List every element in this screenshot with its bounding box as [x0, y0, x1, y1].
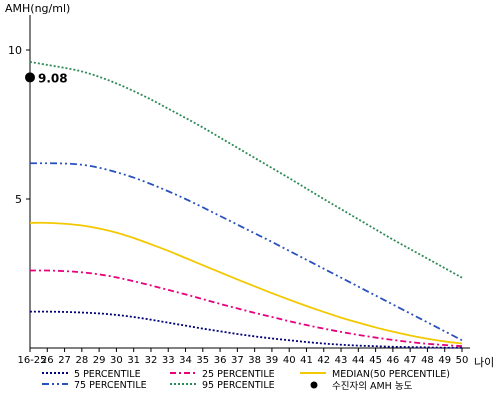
y-ticks: 5 10	[8, 44, 30, 206]
legend-label: 5 PERCENTILE	[74, 369, 141, 380]
legend: 5 PERCENTILE 25 PERCENTILE MEDIAN(50 PERCE…	[42, 369, 450, 392]
patient-amh-value-label: 9.08	[38, 71, 68, 85]
legend-marker-swatch	[310, 381, 318, 389]
chart-axes	[29, 15, 470, 349]
series-line-5-percentile	[29, 310, 463, 349]
series-line-25-percentile	[29, 269, 463, 348]
legend-label: MEDIAN(50 PERCENTILE)	[332, 369, 450, 380]
x-tick-label: 29	[93, 355, 106, 366]
x-tick-label: 27	[58, 355, 71, 366]
x-tick-label: 43	[335, 355, 348, 366]
y-axis-label: AMH(ng/ml)	[5, 2, 70, 15]
series-line-median-50-percentile	[29, 221, 463, 345]
x-tick-label: 32	[145, 355, 158, 366]
legend-label: 95 PERCENTILE	[202, 380, 275, 391]
legend-marker-label: 수진자의 AMH 농도	[332, 381, 413, 392]
x-tick-label: 33	[162, 355, 175, 366]
x-tick-label: 37	[231, 355, 244, 366]
x-tick-label: 41	[300, 355, 313, 366]
x-tick-label: 30	[110, 355, 123, 366]
x-tick-label: 35	[196, 355, 209, 366]
x-tick-label: 16-25	[17, 355, 46, 366]
x-tick-label: 34	[179, 355, 192, 366]
y-tick-label: 5	[15, 193, 22, 206]
x-tick-label: 31	[127, 355, 140, 366]
x-tick-label: 38	[248, 355, 261, 366]
series-lines	[29, 61, 463, 349]
series-line-75-percentile	[29, 162, 463, 342]
x-tick-label: 47	[404, 355, 417, 366]
x-tick-label: 42	[317, 355, 330, 366]
x-tick-label: 46	[387, 355, 400, 366]
x-tick-label: 49	[438, 355, 451, 366]
legend-label: 25 PERCENTILE	[202, 369, 275, 380]
x-tick-label: 40	[283, 355, 296, 366]
x-tick-label: 48	[421, 355, 434, 366]
series-line-95-percentile	[29, 61, 463, 279]
x-tick-label: 44	[352, 355, 365, 366]
x-tick-label: 26	[41, 355, 54, 366]
x-tick-label: 45	[369, 355, 382, 366]
y-tick-label: 10	[8, 44, 22, 57]
x-tick-label: 28	[75, 355, 88, 366]
patient-marker: 9.08	[25, 71, 68, 85]
x-tick-label: 50	[456, 355, 469, 366]
x-tick-label: 36	[214, 355, 227, 366]
x-tick-label: 39	[266, 355, 279, 366]
legend-label: 75 PERCENTILE	[74, 380, 147, 391]
x-axis-label: 나이	[474, 356, 494, 369]
patient-amh-point	[25, 72, 35, 83]
